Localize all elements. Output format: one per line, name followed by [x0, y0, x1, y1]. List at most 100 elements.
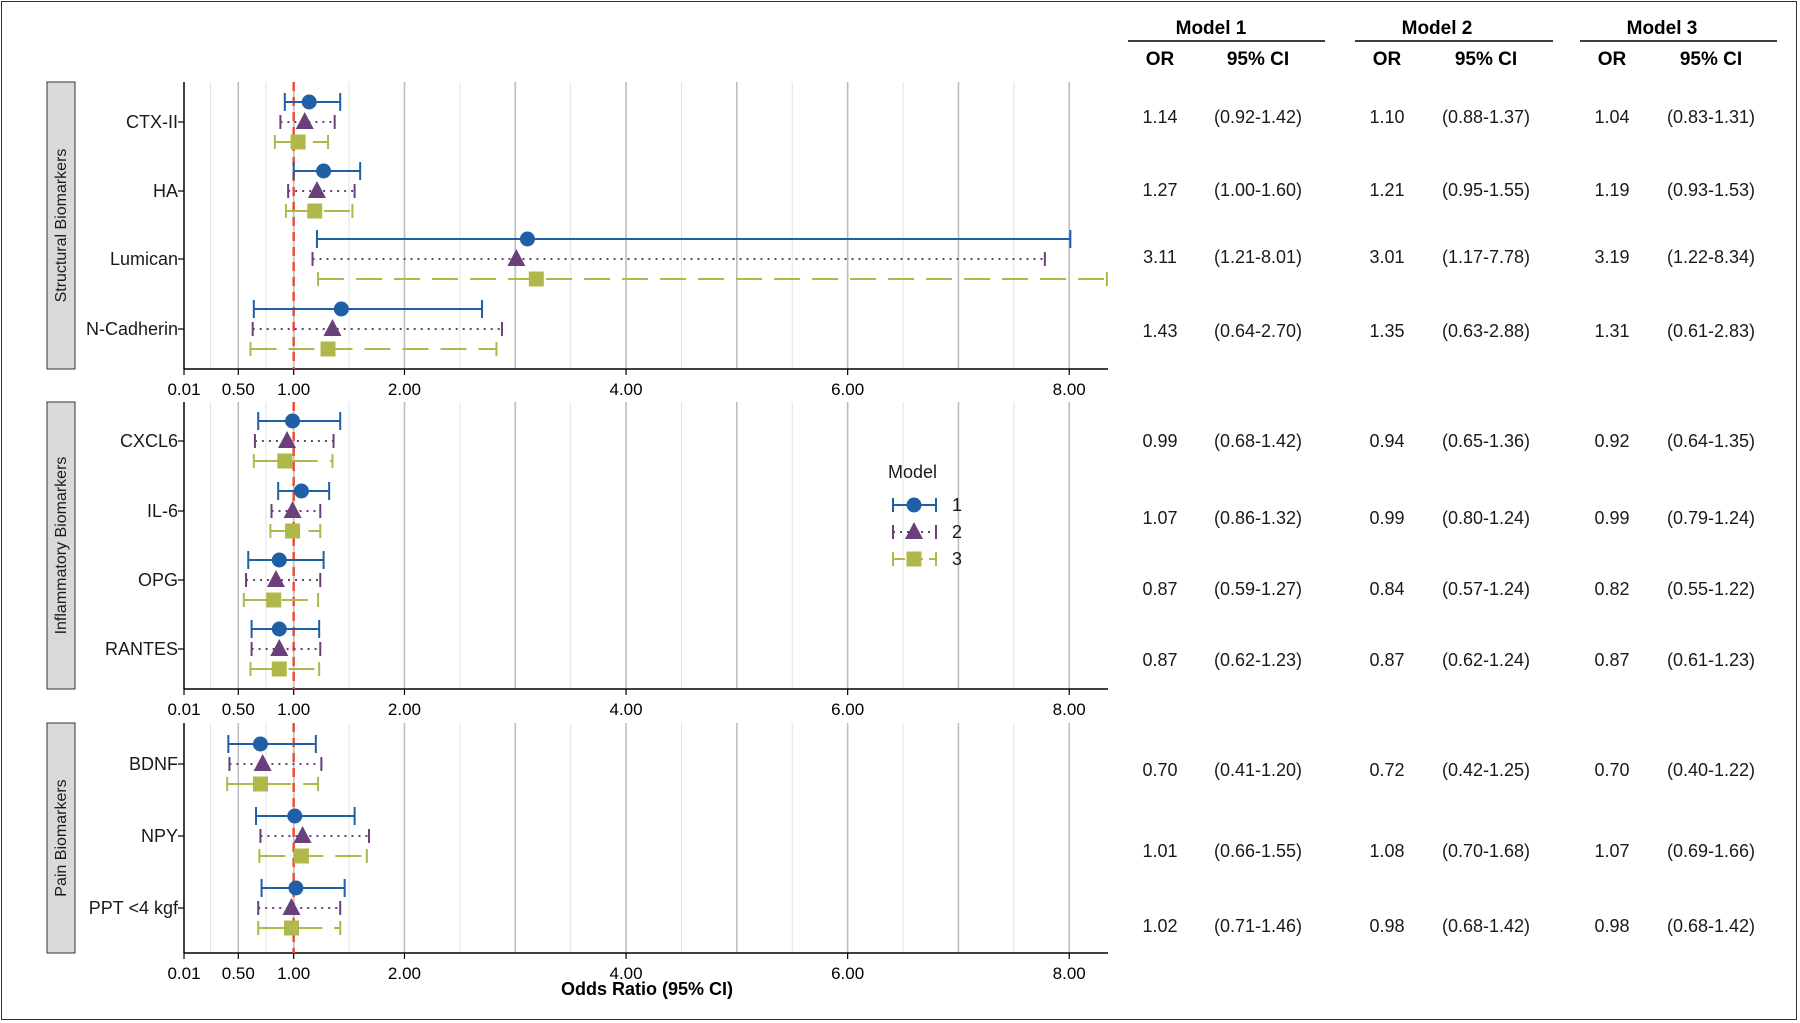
ci-value: (0.55-1.22)	[1667, 579, 1755, 599]
or-point-marker	[270, 639, 289, 656]
legend: Model 1 2 3	[888, 462, 962, 569]
table-row: 3.11 (1.21-8.01) 3.01 (1.17-7.78) 3.19 (1.22-…	[1143, 247, 1755, 267]
table-row: 1.01 (0.66-1.55) 1.08 (0.70-1.68) 1.07 (0.69-…	[1142, 841, 1755, 861]
x-tick-label: 8.00	[1053, 380, 1086, 399]
panel-strip: Pain Biomarkers	[46, 722, 76, 954]
or-value: 0.82	[1594, 579, 1629, 599]
or-value: 3.11	[1143, 247, 1177, 267]
biomarker-row: CTX-II	[126, 93, 342, 150]
legend-label: 1	[952, 495, 962, 515]
ci-value: (1.17-7.78)	[1442, 247, 1530, 267]
y-tick-label: RANTES	[105, 639, 178, 659]
legend-label: 3	[952, 549, 962, 569]
or-point-marker	[252, 736, 268, 752]
y-tick-label: N-Cadherin	[86, 319, 178, 339]
table-row: 1.14 (0.92-1.42) 1.10 (0.88-1.37) 1.04 (0.83-…	[1142, 107, 1755, 127]
or-point-marker	[507, 249, 526, 266]
or-point-marker	[301, 94, 317, 110]
ci-value: (0.80-1.24)	[1442, 508, 1530, 528]
legend-entry: 2	[892, 522, 962, 542]
or-point-marker	[307, 203, 323, 219]
or-point-marker	[287, 808, 303, 824]
or-value: 0.84	[1369, 579, 1404, 599]
ci-value: (0.41-1.20)	[1214, 760, 1302, 780]
ci-value: (0.42-1.25)	[1442, 760, 1530, 780]
ci-value: (0.93-1.53)	[1667, 180, 1755, 200]
ci-value: (0.65-1.36)	[1442, 431, 1530, 451]
y-tick-label: NPY	[141, 826, 178, 846]
or-value: 0.87	[1142, 579, 1177, 599]
or-point-marker	[271, 552, 287, 568]
x-tick-label: 0.50	[222, 380, 255, 399]
or-header: OR	[1373, 49, 1402, 70]
y-tick-label: Lumican	[110, 249, 178, 269]
or-value: 1.04	[1594, 107, 1629, 127]
ci-value: (0.79-1.24)	[1667, 508, 1755, 528]
table-row: 0.87 (0.59-1.27) 0.84 (0.57-1.24) 0.82 (0.55-…	[1142, 579, 1755, 599]
or-value: 1.07	[1142, 508, 1177, 528]
ci-value: (0.62-1.24)	[1442, 650, 1530, 670]
or-value: 1.27	[1142, 180, 1177, 200]
x-tick-label: 6.00	[831, 964, 864, 983]
or-point-marker	[316, 163, 332, 179]
ci-header: 95% CI	[1455, 49, 1517, 70]
or-value: 1.31	[1594, 321, 1629, 341]
or-point-marker	[293, 483, 309, 499]
panel-strip: Inflammatory Biomarkers	[46, 401, 76, 690]
or-point-marker	[271, 621, 287, 637]
or-point-marker	[293, 826, 312, 843]
panel-strip-label: Pain Biomarkers	[53, 779, 70, 896]
or-point-marker	[271, 661, 287, 677]
or-value: 1.07	[1594, 841, 1629, 861]
x-tick-label: 1.00	[277, 964, 310, 983]
x-tick-label: 1.00	[277, 380, 310, 399]
x-tick-label: 0.01	[167, 700, 200, 719]
ci-value: (0.68-1.42)	[1442, 916, 1530, 936]
y-tick-label: HA	[153, 181, 178, 201]
x-axis-title: Odds Ratio (95% CI)	[561, 979, 733, 999]
y-tick-label: CTX-II	[126, 112, 178, 132]
model-column-header: Model 1OR 95% CI	[1128, 18, 1325, 70]
ci-value: (0.64-2.70)	[1214, 321, 1302, 341]
ci-value: (0.61-1.23)	[1667, 650, 1755, 670]
ci-value: (0.95-1.55)	[1442, 180, 1530, 200]
or-point-marker	[288, 880, 304, 896]
ci-value: (0.70-1.68)	[1442, 841, 1530, 861]
or-value: 1.21	[1369, 180, 1404, 200]
or-point-marker	[528, 271, 544, 287]
or-point-marker	[266, 592, 282, 608]
ci-value: (0.86-1.32)	[1214, 508, 1302, 528]
or-point-marker	[283, 501, 302, 518]
legend-title: Model	[888, 462, 937, 482]
or-value: 1.10	[1369, 107, 1404, 127]
legend-marker	[906, 497, 922, 513]
ci-value: (0.92-1.42)	[1214, 107, 1302, 127]
model-column-header: Model 3OR 95% CI	[1580, 18, 1777, 70]
biomarker-row: CXCL6	[120, 412, 342, 469]
or-point-marker	[290, 134, 306, 150]
x-tick-label: 0.50	[222, 964, 255, 983]
or-value: 1.02	[1142, 916, 1177, 936]
or-point-marker	[266, 570, 285, 587]
y-tick-label: OPG	[138, 570, 178, 590]
table-row: 1.27 (1.00-1.60) 1.21 (0.95-1.55) 1.19 (0.93-…	[1142, 180, 1755, 200]
or-value: 0.94	[1369, 431, 1404, 451]
or-point-marker	[519, 231, 535, 247]
x-tick-label: 0.01	[167, 964, 200, 983]
table-row: 1.43 (0.64-2.70) 1.35 (0.63-2.88) 1.31 (0.61-…	[1142, 321, 1755, 341]
or-point-marker	[323, 319, 342, 336]
or-value: 0.99	[1369, 508, 1404, 528]
x-tick-label: 6.00	[831, 700, 864, 719]
ci-value: (0.40-1.22)	[1667, 760, 1755, 780]
biomarker-row: BDNF	[129, 735, 323, 792]
or-point-marker	[285, 523, 301, 539]
or-value: 0.99	[1594, 508, 1629, 528]
or-header: OR	[1598, 49, 1627, 70]
or-point-marker	[320, 341, 336, 357]
forest-panel: 0.01 0.50 1.00 2.00 4.00 6.00 8.00 Inflammatory…	[46, 401, 1108, 719]
panels-layer: 0.01 0.50 1.00 2.00 4.00 6.00 8.00 Structural B…	[46, 81, 1108, 983]
or-point-marker	[295, 112, 314, 129]
